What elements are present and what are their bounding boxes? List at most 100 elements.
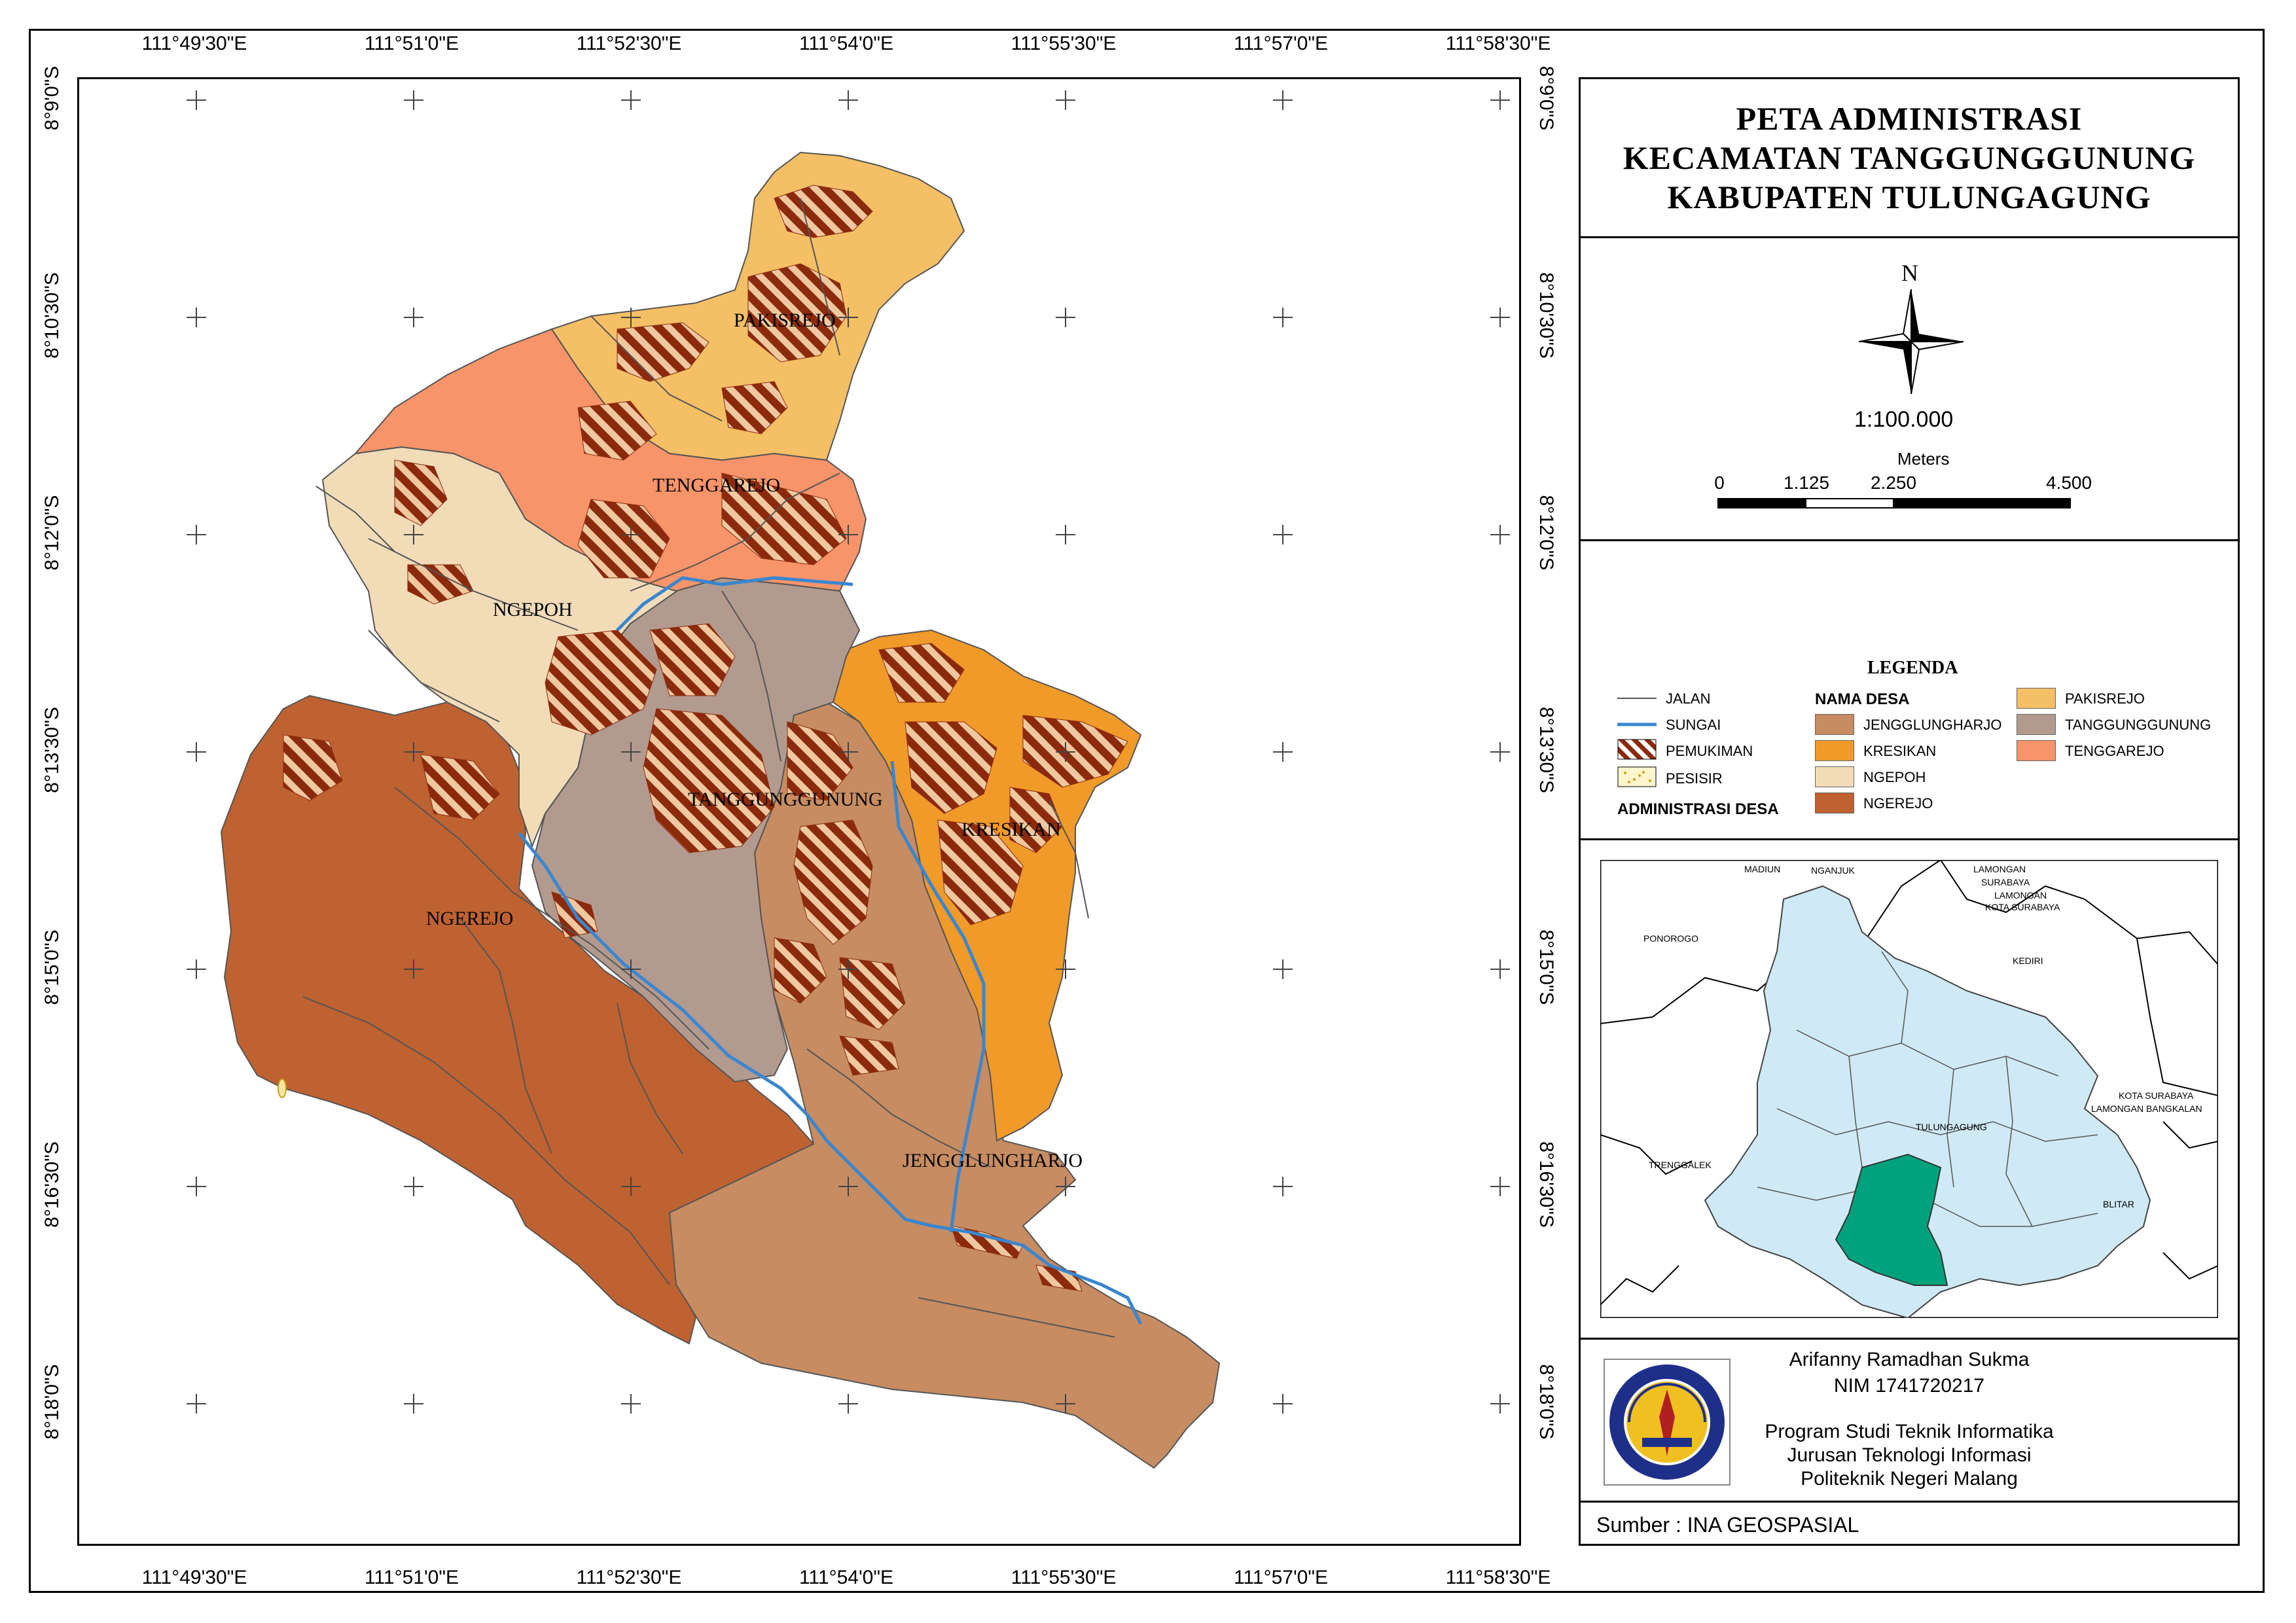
lon-label: 111°58'30"E <box>1445 33 1551 54</box>
legend-coast-label: PESISIR <box>1666 770 1723 787</box>
lon-label: 111°51'0"E <box>364 1567 459 1588</box>
lat-label: 8°12'0"S <box>41 495 63 571</box>
title-line-1: PETA ADMINISTRASI <box>1736 100 2083 137</box>
village-label-tenggarejo: TENGGAREJO <box>653 474 780 496</box>
village-label-jenglungharjo: JENGGLUNGHARJO <box>903 1150 1083 1171</box>
inset-map[interactable] <box>1600 860 2218 1318</box>
legend-label-pakisrejo: PAKISREJO <box>2065 690 2145 707</box>
outer-frame <box>29 29 2265 1593</box>
legend-settlement-symbol <box>1617 739 1657 760</box>
author-institution: Politeknik Negeri Malang <box>1801 1468 2018 1489</box>
title-line-3: KABUPATEN TULUNGAGUNG <box>1667 179 2151 215</box>
inset-label-lamongan-bangkalan: LAMONGAN BANGKALAN <box>2091 1103 2202 1114</box>
inset-label-blitar: BLITAR <box>2103 1199 2134 1209</box>
village-label-ngerejo: NGEREJO <box>426 908 514 929</box>
legend-swatch-ngerejo <box>1815 793 1854 813</box>
inset-label-lamongan-2: LAMONGAN <box>1994 890 2047 901</box>
lat-label: 8°13'30"S <box>1535 707 1557 793</box>
legend-swatch-ngepoh <box>1815 766 1854 787</box>
inset-label-ponorogo: PONOROGO <box>1643 933 1699 944</box>
scale-tick-3: 4.500 <box>2045 473 2092 493</box>
pesisir-mark <box>278 1079 287 1098</box>
legend-settlement-label: PEMUKIMAN <box>1666 743 1753 759</box>
legend-coast-symbol <box>1617 766 1657 787</box>
lon-label: 111°54'0"E <box>798 33 894 54</box>
scale-unit: Meters <box>1897 449 1950 469</box>
scale-tick-1: 1.125 <box>1783 473 1830 493</box>
lon-label: 111°55'30"E <box>1011 1567 1117 1588</box>
legend-nama-desa-heading: NAMA DESA <box>1815 690 1910 708</box>
scale-bar <box>1717 498 2071 508</box>
inset-panel: MADIUN NGANJUK LAMONGAN SURABAYA LAMONGA… <box>1579 838 2240 1340</box>
inset-label-kota-surabaya-1: KOTA SURABAYA <box>1985 902 2060 912</box>
lon-label: 111°49'30"E <box>141 1567 247 1588</box>
lat-label: 8°15'0"S <box>1535 929 1557 1005</box>
lon-label: 111°52'30"E <box>576 33 682 54</box>
lat-label: 8°16'30"S <box>41 1141 63 1228</box>
inset-label-kediri: KEDIRI <box>2013 955 2043 966</box>
lon-label: 111°54'0"E <box>798 1567 894 1588</box>
polinema-logo-icon <box>1604 1359 1731 1486</box>
inset-label-madiun: MADIUN <box>1744 864 1781 874</box>
legend-swatch-kresikan <box>1815 740 1854 761</box>
lat-label: 8°15'0"S <box>41 929 63 1005</box>
lon-label: 111°55'30"E <box>1011 33 1117 54</box>
legend-swatch-tanggunggunung <box>2017 714 2056 735</box>
source-text: Sumber : INA GEOSPASIAL <box>1596 1513 1859 1537</box>
village-label-ngepoh: NGEPOH <box>493 599 573 620</box>
title-panel: PETA ADMINISTRASI KECAMATAN TANGGUNGGUNU… <box>1579 77 2240 238</box>
inset-label-kota-surabaya-2: KOTA SURABAYA <box>2119 1090 2194 1101</box>
legend-admin-heading: ADMINISTRASI DESA <box>1617 800 1779 818</box>
lon-label: 111°57'0"E <box>1233 1567 1329 1588</box>
inset-highlight-tanggunggunung <box>1835 1153 1948 1286</box>
lat-label: 8°9'0"S <box>1535 65 1557 131</box>
lat-label: 8°13'30"S <box>41 707 63 793</box>
author-program: Program Studi Teknik Informatika <box>1765 1421 2054 1442</box>
inset-label-lamongan-1: LAMONGAN <box>1973 864 2026 874</box>
lon-label: 111°51'0"E <box>364 33 459 54</box>
author-panel: Arifanny Ramadhan Sukma NIM 1741720217 P… <box>1579 1338 2240 1503</box>
legend-panel: LEGENDA JALAN SUNGAI PEMUKIMAN PESISIR A… <box>1579 539 2240 840</box>
lon-label: 111°58'30"E <box>1445 1567 1551 1588</box>
legend-swatch-tenggarejo <box>2017 740 2056 761</box>
legend-title: LEGENDA <box>1867 658 1958 678</box>
legend-label-tenggarejo: TENGGAREJO <box>2065 743 2164 759</box>
main-map[interactable]: PAKISREJO TENGGAREJO NGEPOH TANGGUNGGUNU… <box>77 77 1521 1546</box>
lon-label: 111°52'30"E <box>576 1567 682 1588</box>
inset-label-nganjuk: NGANJUK <box>1811 865 1855 876</box>
inset-regency-tulungagung <box>1704 885 2151 1318</box>
legend-label-ngepoh: NGEPOH <box>1863 769 1926 785</box>
village-label-tanggunggunung: TANGGUNGGUNUNG <box>688 789 883 810</box>
north-label: N <box>1901 260 1918 286</box>
legend-label-tanggunggunung: TANGGUNGGUNUNG <box>2065 717 2212 733</box>
legend-river-symbol <box>1617 722 1657 726</box>
legend-road-label: JALAN <box>1666 690 1711 707</box>
inset-label-tulungagung: TULUNGAGUNG <box>1916 1122 1987 1132</box>
scale-ratio: 1:100.000 <box>1854 407 1954 432</box>
legend-label-jenglungharjo: JENGGLUNGHARJO <box>1863 717 2002 733</box>
author-nim: NIM 1741720217 <box>1833 1375 1985 1397</box>
inset-label-trenggalek: TRENGGALEK <box>1649 1160 1712 1170</box>
lat-label: 8°10'30"S <box>1535 272 1557 359</box>
village-label-kresikan: KRESIKAN <box>961 819 1061 840</box>
lat-label: 8°9'0"S <box>41 65 63 131</box>
legend-road-symbol <box>1617 698 1657 699</box>
lat-label: 8°18'0"S <box>1535 1364 1557 1440</box>
north-arrow-icon <box>1858 289 1964 395</box>
lat-label: 8°16'30"S <box>1535 1141 1557 1228</box>
scale-tick-2: 2.250 <box>1870 473 1917 493</box>
inset-label-surabaya: SURABAYA <box>1981 877 2030 887</box>
scale-tick-0: 0 <box>1714 473 1725 493</box>
author-department: Jurusan Teknologi Informasi <box>1787 1444 2032 1466</box>
title-line-2: KECAMATAN TANGGUNGGUNUNG <box>1623 139 2196 176</box>
lat-label: 8°18'0"S <box>41 1364 63 1440</box>
village-label-pakisrejo: PAKISREJO <box>734 310 836 331</box>
legend-river-label: SUNGAI <box>1666 717 1721 733</box>
author-name: Arifanny Ramadhan Sukma <box>1789 1349 2030 1370</box>
roads <box>302 198 1115 1338</box>
source-panel: Sumber : INA GEOSPASIAL <box>1579 1501 2240 1546</box>
legend-label-ngerejo: NGEREJO <box>1863 795 1933 812</box>
scale-panel: N 1:100.000 Meters 0 1.125 2.250 4.500 <box>1579 236 2240 541</box>
rivers <box>518 576 1143 1325</box>
map-canvas <box>187 90 1510 1469</box>
